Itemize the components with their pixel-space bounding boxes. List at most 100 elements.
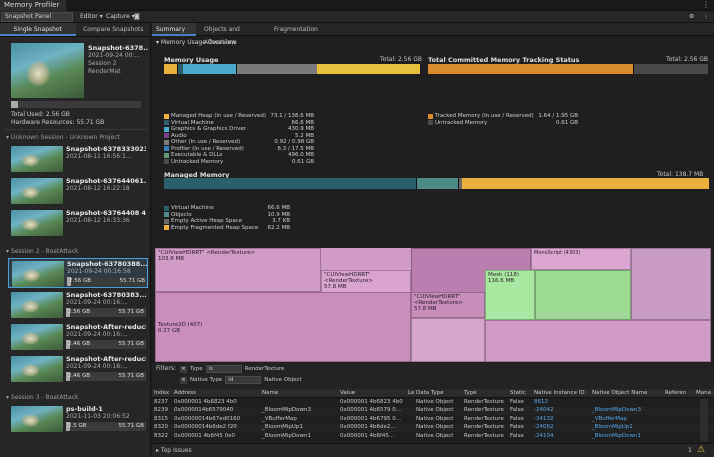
bar-mm-objects[interactable] bbox=[417, 178, 459, 189]
more-icon[interactable]: ⋮ bbox=[702, 0, 710, 9]
remove-filter-icon[interactable]: ✕ bbox=[180, 376, 187, 384]
window-tab-memory-profiler[interactable]: Memory Profiler bbox=[0, 0, 66, 11]
treemap-cell[interactable]: "CUIViewHDRRT" <RenderTexture> 57.8 MB bbox=[411, 292, 485, 318]
treemap-cell[interactable]: "CUIViewHDRRT" <RenderTexture> 57.8 MB bbox=[321, 270, 411, 293]
column-header[interactable]: Address bbox=[174, 390, 196, 396]
snapshot-item[interactable]: Snapshot-63780388... 2021-09-24 00:16:58 2… bbox=[8, 258, 148, 288]
legend-item[interactable]: Empty Fragmented Heap Space 62.2 MB bbox=[164, 225, 290, 232]
legend-item[interactable]: Tracked Memory (In use / Reserved) 1.64 /… bbox=[428, 113, 578, 120]
column-header[interactable]: Native Instance ID bbox=[534, 390, 585, 396]
treemap-cell[interactable] bbox=[535, 270, 631, 320]
snapshot-item[interactable]: Snapshot-After-reducin...2021-09-24 00:1… bbox=[8, 354, 148, 384]
snapshot-total: 55.71 GB bbox=[119, 278, 145, 284]
legend-item[interactable]: Profiler (In use / Reserved) 8.3 / 17.5 M… bbox=[164, 146, 314, 153]
filter-value[interactable]: RenderTexture bbox=[244, 366, 285, 372]
tab-objects-and-allocations[interactable]: Objects and Allocations bbox=[204, 26, 240, 46]
snapshot-item[interactable]: ps-build-1 2021-11-03 20:06:52 2.5 GB 55.71… bbox=[8, 404, 148, 434]
column-header[interactable]: Value bbox=[340, 390, 356, 396]
column-header[interactable]: Static bbox=[510, 390, 526, 396]
bar-mm-virtual-machine[interactable] bbox=[164, 178, 417, 189]
snapshot-date: 2021-11-03 20:06:52 bbox=[66, 413, 130, 420]
committed-memory-label: Total Committed Memory Tracking Status bbox=[428, 56, 580, 64]
table-row[interactable]: 8237 0x000001 4b6823 4b0 0x000001 4b6823 4… bbox=[152, 399, 714, 407]
legend-label: Managed Heap (In use / Reserved) bbox=[171, 113, 267, 120]
treemap-cell[interactable] bbox=[411, 318, 485, 362]
treemap-cell[interactable]: MonoScript (4303) bbox=[531, 248, 631, 270]
bar-untracked-memory[interactable] bbox=[634, 64, 708, 74]
treemap-cell[interactable] bbox=[631, 248, 711, 320]
table-cell: Native Object bbox=[416, 399, 454, 405]
tab-compare-snapshots[interactable]: Compare Snapshots bbox=[83, 26, 144, 33]
bar-mm-empty-active[interactable] bbox=[459, 178, 462, 189]
column-header[interactable]: Name bbox=[262, 390, 279, 396]
column-header[interactable]: Mana bbox=[696, 390, 711, 396]
legend-swatch bbox=[428, 120, 433, 126]
warning-icon[interactable]: ⚠ bbox=[697, 445, 706, 455]
tab-single-snapshot[interactable]: Single Snapshot bbox=[0, 23, 76, 36]
legend-value: 1.64 / 1.95 GB bbox=[538, 113, 578, 120]
memory-usage-overview-title[interactable]: ▾ Memory Usage Overview bbox=[156, 39, 237, 46]
legend-item[interactable]: Empty Active Heap Space 3.7 KB bbox=[164, 218, 290, 225]
table-row[interactable]: 8315 0x00000014b67ed0160 _VBufferMap 0x0000… bbox=[152, 415, 714, 424]
table-row[interactable]: 8320 0x00000014b6de2 f20 _BloomMipUp1 0x000… bbox=[152, 424, 714, 432]
legend-label: Virtual Machine bbox=[171, 205, 214, 212]
legend-value: 496.0 MB bbox=[287, 152, 314, 159]
column-header[interactable]: Native Object Name bbox=[592, 390, 648, 396]
legend-item[interactable]: Managed Heap (In use / Reserved) 73.1 / 1… bbox=[164, 113, 314, 120]
session-header[interactable]: ▾ Session 3 - BoatAttack bbox=[6, 394, 79, 401]
column-header[interactable]: Le bbox=[408, 390, 415, 396]
legend-label: Tracked Memory (In use / Reserved) bbox=[435, 113, 534, 120]
tab-summary[interactable]: Summary bbox=[152, 23, 196, 36]
legend-label: Untracked Memory bbox=[171, 158, 224, 165]
treemap-cell[interactable]: Texture2D (407) 0.27 GB bbox=[155, 292, 411, 362]
legend-item[interactable]: Other (In use / Reserved) 0.92 / 0.98 GB bbox=[164, 139, 314, 146]
treemap-cell[interactable]: Mesh (118) 116.6 MB bbox=[485, 270, 535, 320]
legend-item[interactable]: Virtual Machine 66.6 MB bbox=[164, 120, 314, 127]
selected-snapshot-thumbnail[interactable] bbox=[11, 43, 84, 98]
bar-managed-heap[interactable] bbox=[164, 64, 178, 74]
column-header[interactable]: Type bbox=[464, 390, 477, 396]
legend-item[interactable]: Objects 10.9 MB bbox=[164, 212, 290, 219]
snapshot-item[interactable]: Snapshot-63780383... 2021-09-24 00:16:...… bbox=[8, 290, 148, 320]
column-header[interactable]: Index bbox=[154, 390, 170, 396]
snapshot-item[interactable]: Snapshot-6378333023...2021-08-11 16:56:1… bbox=[8, 144, 148, 174]
managed-memory-label: Managed Memory bbox=[164, 171, 230, 179]
table-row[interactable]: 8322 0x000001 4b6f45 0e0 _BloomMipDown1 0x0… bbox=[152, 432, 714, 441]
remove-filter-icon[interactable]: ✕ bbox=[180, 365, 187, 373]
snapshot-item[interactable]: Snapshot-637644061... 2021-08-12 16:22:18 bbox=[8, 176, 148, 206]
bar-virtual-machine[interactable] bbox=[178, 64, 183, 74]
snapshot-panel-button[interactable]: Snapshot Panel bbox=[1, 12, 73, 22]
legend-item[interactable]: Graphics & Graphics Driver 430.9 MB bbox=[164, 126, 314, 133]
camera-icon[interactable]: ◙ bbox=[134, 13, 140, 20]
treemap-cell[interactable] bbox=[485, 320, 711, 362]
bar-graphics[interactable] bbox=[183, 64, 237, 74]
column-header[interactable]: Referen bbox=[665, 390, 687, 396]
bar-mm-fragmented[interactable] bbox=[462, 178, 709, 189]
filter-operator-select[interactable]: id bbox=[225, 376, 262, 384]
table-cell: False bbox=[510, 399, 524, 405]
column-header[interactable]: Data Type bbox=[416, 390, 444, 396]
filter-value[interactable]: Native Object bbox=[264, 377, 302, 383]
legend-item[interactable]: Virtual Machine 66.6 MB bbox=[164, 205, 290, 212]
session-header[interactable]: ▾ Unknown Session - Unknown Project bbox=[6, 134, 120, 141]
kebab-icon[interactable]: ⋮ bbox=[703, 13, 709, 20]
settings-icon[interactable]: ⚙ bbox=[689, 13, 695, 20]
filter-operator-select[interactable]: is bbox=[205, 365, 242, 373]
snapshot-item[interactable]: Snapshot-63764408 46...2021-08-12 16:33:… bbox=[8, 208, 148, 238]
capture-dropdown[interactable]: Capture ▾ bbox=[106, 13, 135, 20]
treemap-cell[interactable]: "CUIViewHDRRT" <RenderTexture> 103.8 MB bbox=[155, 248, 321, 292]
editor-dropdown[interactable]: Editor ▾ bbox=[80, 13, 103, 20]
snapshot-item[interactable]: Snapshot-After-reducin...2021-09-24 00:1… bbox=[8, 322, 148, 352]
top-issues-toggle[interactable]: ▸ Top Issues bbox=[156, 447, 192, 454]
snapshot-usage-fill bbox=[67, 277, 71, 286]
table-scrollbar[interactable] bbox=[700, 399, 708, 441]
table-cell: _VBufferMap bbox=[262, 415, 297, 422]
bar-tracked-memory[interactable] bbox=[428, 64, 634, 74]
legend-item[interactable]: Executable & DLLs 496.0 MB bbox=[164, 152, 314, 159]
tab-fragmentation[interactable]: Fragmentation bbox=[274, 26, 318, 33]
legend-item[interactable]: Audio 5.2 MB bbox=[164, 133, 314, 140]
legend-item[interactable]: Untracked Memory 0.61 GB bbox=[164, 159, 314, 166]
session-header[interactable]: ▾ Session 2 - BoatAttack bbox=[6, 248, 79, 255]
table-row[interactable]: 8239 0x0000014b6579040 _BloomMipDown3 0x000… bbox=[152, 407, 714, 415]
legend-item[interactable]: Untracked Memory 0.61 GB bbox=[428, 120, 578, 127]
